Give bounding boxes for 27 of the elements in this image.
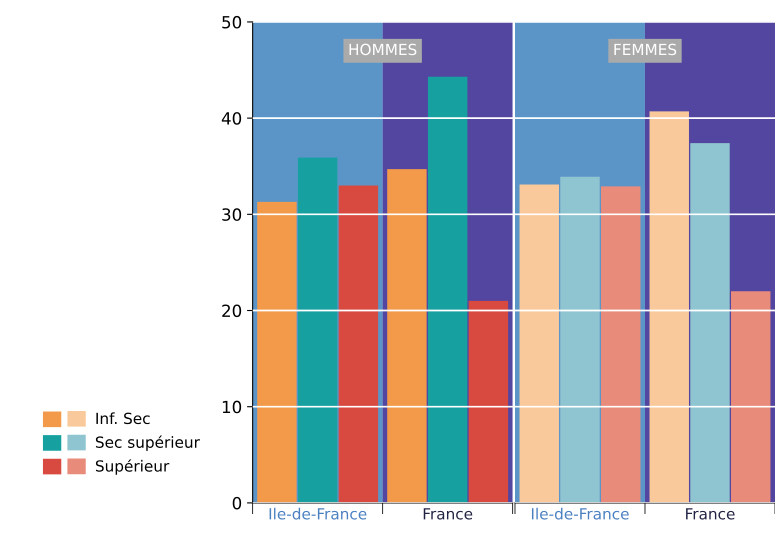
x-tick-label: Ile-de-France <box>270 508 366 520</box>
y-tick-label: 20 <box>222 304 242 318</box>
bar <box>560 176 600 503</box>
bar <box>520 184 559 503</box>
y-tick-label: 40 <box>222 112 242 125</box>
bar <box>387 169 427 503</box>
text: HOMMES <box>350 44 416 56</box>
legend-label: Sec supérieur <box>96 436 200 451</box>
legend-label: Inf. Sec <box>96 412 150 424</box>
bar <box>338 185 378 503</box>
x-tick-label: France <box>686 508 735 520</box>
y-tick-label: 0 <box>232 496 242 510</box>
bar <box>601 186 640 503</box>
text: FEMMES <box>614 44 676 56</box>
bar <box>650 111 689 503</box>
y-tick-label: 10 <box>222 400 242 414</box>
y-tick-label: 50 <box>222 16 242 29</box>
bar <box>257 202 297 503</box>
x-tick-label: Ile-de-France <box>532 508 629 520</box>
x-tick-label: France <box>424 508 472 520</box>
bar <box>690 143 730 503</box>
bar <box>298 158 338 503</box>
bar <box>731 291 770 503</box>
bar <box>468 300 508 503</box>
legend-label: Supérieur <box>96 459 170 475</box>
bar <box>428 76 468 503</box>
y-tick-label: 30 <box>222 208 242 221</box>
